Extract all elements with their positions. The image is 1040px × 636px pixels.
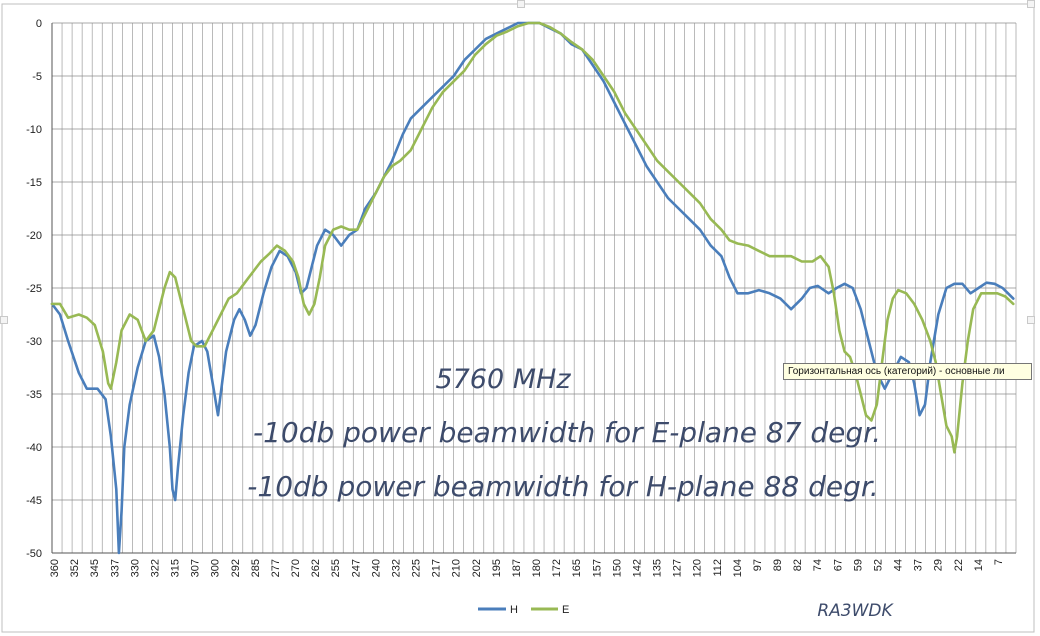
x-tick-label: 232 — [390, 559, 402, 577]
x-tick-label: 255 — [330, 559, 342, 577]
x-tick-label: 217 — [431, 559, 443, 577]
grid — [51, 22, 1017, 554]
x-tick-label: 360 — [49, 559, 61, 577]
x-tick-label: 127 — [672, 559, 684, 577]
x-tick-label: 7 — [993, 559, 1005, 565]
x-tick-label: 240 — [370, 559, 382, 577]
signature: RA3WDK — [817, 601, 894, 621]
x-tick-label: 300 — [210, 559, 222, 577]
x-tick-label: 97 — [752, 559, 764, 571]
x-tick-label: 307 — [190, 559, 202, 577]
x-tick-label: 104 — [732, 559, 744, 577]
x-tick-label: 112 — [712, 559, 724, 577]
x-tick-label: 120 — [692, 559, 704, 577]
x-tick-label: 142 — [631, 559, 643, 577]
y-tick-label: -30 — [26, 336, 42, 348]
x-tick-label: 322 — [149, 559, 161, 577]
resize-handle-right[interactable] — [1027, 316, 1035, 324]
x-tick-label: 37 — [913, 559, 925, 571]
x-tick-label: 180 — [531, 559, 543, 577]
x-tick-label: 157 — [591, 559, 603, 577]
x-tick-label: 285 — [250, 559, 262, 577]
x-tick-label: 14 — [973, 559, 985, 571]
x-tick-label: 172 — [551, 559, 563, 577]
x-tick-label: 337 — [109, 559, 121, 577]
x-tick-label: 74 — [812, 559, 824, 571]
x-tick-label: 22 — [953, 559, 965, 571]
x-tick-label: 29 — [933, 559, 945, 571]
legend-label-h: H — [510, 604, 518, 616]
annotation-frequency: 5760 MHz — [435, 364, 571, 395]
y-tick-label: -25 — [26, 283, 42, 295]
x-tick-label: 270 — [290, 559, 302, 577]
x-tick-label: 52 — [872, 559, 884, 571]
x-tick-label: 330 — [129, 559, 141, 577]
y-tick-label: 0 — [36, 18, 42, 30]
x-tick-label: 187 — [511, 559, 523, 577]
x-tick-label: 315 — [170, 559, 182, 577]
x-tick-label: 277 — [270, 559, 282, 577]
x-tick-label: 44 — [893, 559, 905, 571]
x-tick-label: 292 — [230, 559, 242, 577]
y-tick-label: -50 — [26, 548, 42, 560]
y-axis-ticks: 0 -5 -10 -15 -20 -25 -30 -35 -40 -45 -50 — [26, 18, 42, 560]
series-line-e — [50, 21, 1015, 454]
x-tick-label: 195 — [491, 559, 503, 577]
series-line-h — [50, 21, 1015, 555]
y-tick-label: -10 — [26, 124, 42, 136]
x-tick-label: 202 — [471, 559, 483, 577]
y-tick-label: -15 — [26, 177, 42, 189]
annotation-h-plane: -10db power beamwidth for H-plane 88 deg… — [247, 470, 878, 503]
legend: H E — [478, 604, 569, 616]
x-tick-label: 225 — [411, 559, 423, 577]
x-tick-label: 345 — [89, 559, 101, 577]
x-axis-ticks: 360 352 345 337 330 322 315 307 300 292 285 277 270 2… — [49, 559, 1005, 577]
x-tick-label: 165 — [571, 559, 583, 577]
x-tick-label: 352 — [69, 559, 81, 577]
x-tick-label: 262 — [310, 559, 322, 577]
y-tick-label: -40 — [26, 442, 42, 454]
resize-handle-top-right[interactable] — [1027, 0, 1035, 8]
x-tick-label: 210 — [451, 559, 463, 577]
resize-handle-left[interactable] — [0, 316, 8, 324]
x-tick-label: 89 — [772, 559, 784, 571]
annotation-e-plane: -10db power beamwidth for E-plane 87 deg… — [253, 416, 881, 449]
y-tick-label: -5 — [32, 71, 42, 83]
series-layer — [50, 21, 1015, 555]
axis-tooltip: Горизонтальная ось (категорий) - основны… — [783, 363, 1032, 380]
x-tick-label: 59 — [852, 559, 864, 571]
x-tick-label: 247 — [350, 559, 362, 577]
y-tick-label: -35 — [26, 389, 42, 401]
x-tick-label: 150 — [611, 559, 623, 577]
x-tick-label: 82 — [792, 559, 804, 571]
y-tick-label: -45 — [26, 495, 42, 507]
legend-label-e: E — [562, 604, 569, 616]
y-tick-label: -20 — [26, 230, 42, 242]
resize-handle-top[interactable] — [517, 0, 525, 8]
x-tick-label: 135 — [652, 559, 664, 577]
x-tick-label: 67 — [832, 559, 844, 571]
